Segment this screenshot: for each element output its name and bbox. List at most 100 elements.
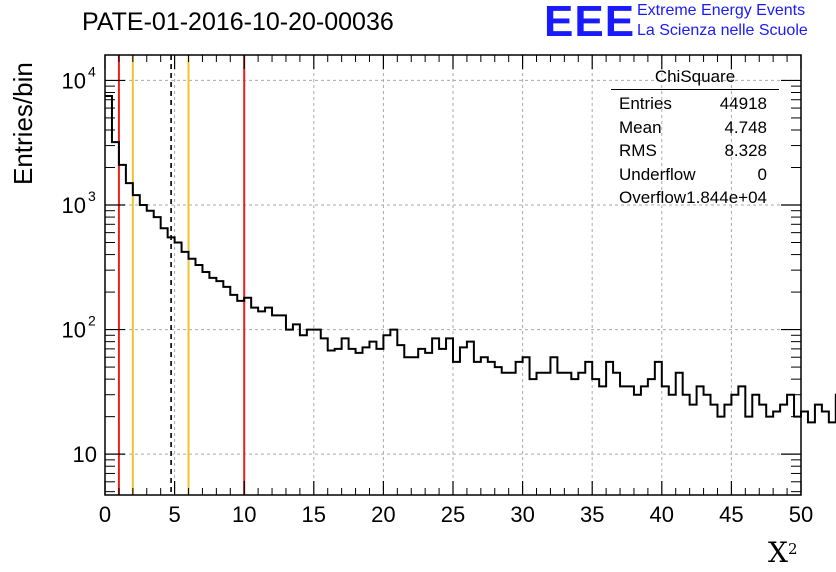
- x-tick-label: 30: [510, 502, 534, 527]
- x-tick-label: 35: [580, 502, 604, 527]
- histogram-bin: [363, 347, 370, 495]
- histogram-bin: [502, 373, 509, 495]
- histogram-bin: [495, 367, 502, 495]
- histogram-bin: [397, 345, 404, 495]
- stats-row-overflow: Overflow 1.844e+04: [611, 186, 779, 210]
- histogram-bin: [140, 205, 147, 495]
- histogram-bin: [509, 373, 516, 495]
- histogram-bin: [105, 96, 112, 495]
- stats-row-underflow: Underflow 0: [611, 163, 779, 187]
- stats-title: ChiSquare: [611, 67, 779, 90]
- histogram-line: [105, 94, 836, 424]
- stats-key: RMS: [619, 141, 657, 160]
- histogram-bin: [453, 362, 460, 495]
- histogram-bin: [369, 342, 376, 495]
- histogram-bin: [697, 386, 704, 495]
- y-tick-exponent: 2: [88, 313, 96, 329]
- stats-value: 0: [757, 164, 767, 184]
- histogram-series: [105, 94, 836, 495]
- histogram-bin: [523, 357, 530, 495]
- histogram-bin: [648, 379, 655, 495]
- histogram-bin: [258, 311, 265, 495]
- org-name-line2: La Scienza nelle Scuole: [637, 22, 808, 39]
- y-tick-exponent: 4: [88, 63, 96, 79]
- histogram-bin: [425, 353, 432, 495]
- axis-ticks: [104, 55, 802, 495]
- histogram-bin: [641, 386, 648, 495]
- x-tick-label: 50: [789, 502, 813, 527]
- x-tick-label: 5: [168, 502, 180, 527]
- y-tick-label: 10: [62, 193, 86, 218]
- histogram-bin: [286, 330, 293, 495]
- y-axis-label: Entries/bin: [8, 62, 38, 185]
- histogram-bin: [342, 338, 349, 495]
- stats-box: ChiSquare Entries 44918 Mean 4.748 RMS 8.32…: [611, 67, 779, 210]
- histogram-bin: [411, 357, 418, 495]
- histogram-bin: [801, 411, 808, 495]
- histogram-bin: [133, 195, 140, 495]
- histogram-bin: [189, 259, 196, 495]
- histogram-bin: [418, 349, 425, 495]
- histogram-bin: [161, 228, 168, 495]
- histogram-bin: [627, 386, 634, 495]
- x-tick-label: 10: [232, 502, 256, 527]
- histogram-bin: [564, 373, 571, 495]
- x-tick-labels: 0 5 10 15 20 25 30 35 40 45 50: [99, 502, 813, 527]
- histogram-bin: [557, 373, 564, 495]
- histogram-bin: [516, 362, 523, 495]
- histogram-bin: [300, 335, 307, 495]
- histogram-bin: [690, 405, 697, 495]
- stats-value: 8.328: [724, 141, 767, 160]
- histogram-bin: [780, 405, 787, 495]
- histogram-bin: [112, 142, 119, 495]
- histogram-bin: [683, 395, 690, 495]
- histogram-bin: [704, 395, 711, 495]
- y-tick-exponent: 3: [88, 188, 96, 204]
- histogram-bin: [314, 330, 321, 495]
- histogram-bin: [460, 347, 467, 495]
- histogram-bin: [550, 357, 557, 495]
- histogram-bin: [272, 315, 279, 495]
- histogram-bin: [209, 278, 216, 495]
- histogram-bin: [147, 211, 154, 495]
- histogram-bin: [202, 272, 209, 495]
- histogram-bin: [439, 349, 446, 495]
- histogram-bin: [175, 243, 182, 495]
- histogram-bin: [745, 417, 752, 495]
- org-name-line1: Extreme Energy Events: [637, 2, 806, 19]
- histogram-bin: [620, 386, 627, 495]
- histogram-bin: [662, 386, 669, 495]
- histogram-bin: [467, 342, 474, 495]
- histogram-bin: [195, 265, 202, 495]
- histogram-bin: [738, 386, 745, 495]
- histogram-bin: [752, 395, 759, 495]
- histogram-bin: [481, 357, 488, 495]
- histogram-bin: [216, 281, 223, 495]
- histogram-bin: [592, 379, 599, 495]
- stats-value: 44918: [719, 94, 767, 113]
- histogram-bin: [537, 373, 544, 495]
- histogram-bin: [383, 335, 390, 495]
- histogram-bin: [376, 349, 383, 495]
- histogram-bin: [717, 417, 724, 495]
- histogram-bin: [787, 395, 794, 495]
- histogram-bin: [634, 395, 641, 495]
- histogram-bin: [585, 362, 592, 495]
- histogram-bin: [613, 373, 620, 495]
- x-tick-label: 40: [650, 502, 674, 527]
- stats-row-entries: Entries 44918: [611, 92, 779, 116]
- histogram-bin: [474, 362, 481, 495]
- stats-row-mean: Mean 4.748: [611, 116, 779, 140]
- stats-key: Overflow: [619, 188, 687, 207]
- histogram-bin: [543, 373, 550, 495]
- histogram-bin: [711, 405, 718, 495]
- histogram-bin: [530, 379, 537, 495]
- histogram-bin: [655, 362, 662, 495]
- histogram-bin: [815, 405, 822, 495]
- stats-row-rms: RMS 8.328: [611, 139, 779, 163]
- histogram-bin: [773, 411, 780, 495]
- histogram-bin: [244, 298, 251, 495]
- stats-key: Entries: [619, 94, 672, 113]
- histogram-bin: [669, 395, 676, 495]
